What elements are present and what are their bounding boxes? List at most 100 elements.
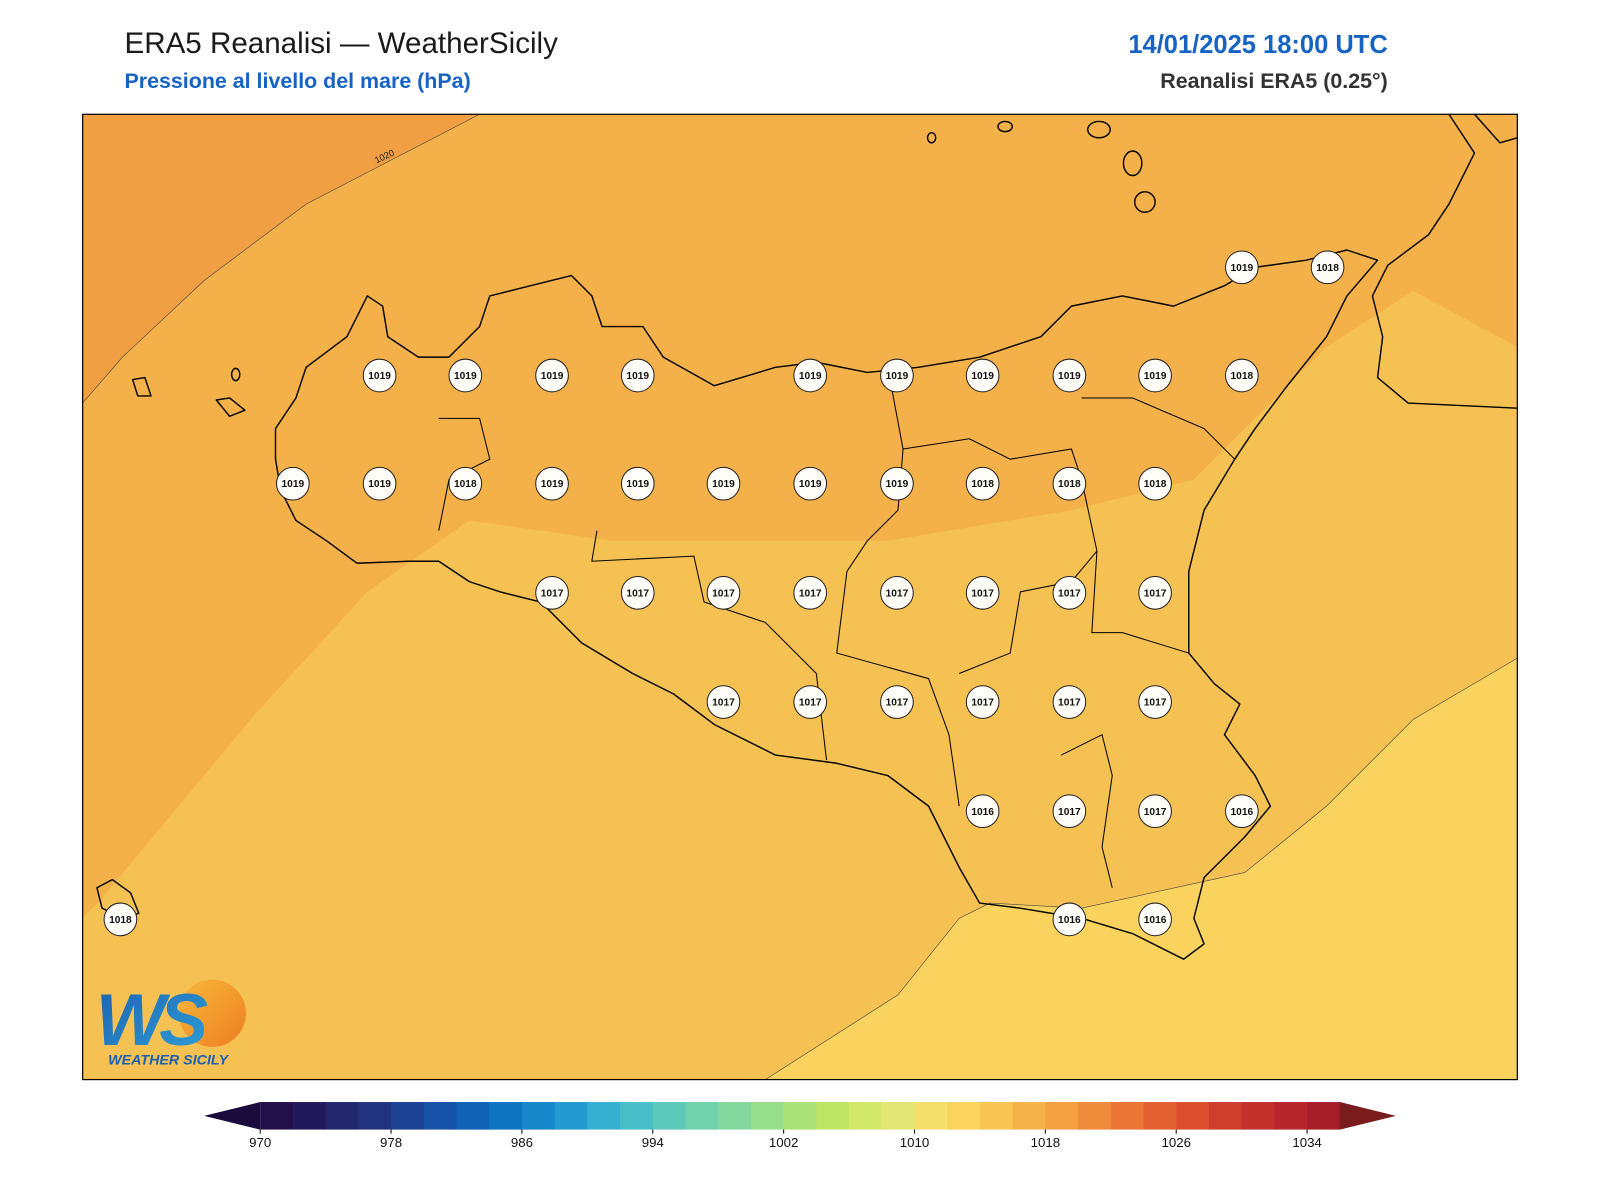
logo-mark: WS	[96, 978, 208, 1061]
station-marker	[965, 466, 1000, 501]
colorbar-swatch	[1110, 1102, 1145, 1130]
colorbar-tick-label: 1026	[1161, 1135, 1190, 1150]
colorbar-tick-label: 994	[642, 1135, 664, 1150]
station-marker	[965, 358, 1000, 393]
station-value: 1017	[1058, 698, 1081, 709]
station-value: 1017	[541, 588, 564, 599]
colorbar-tick-label: 1010	[900, 1135, 929, 1150]
station-marker	[620, 358, 655, 393]
isobar	[82, 114, 480, 404]
station-value: 1019	[971, 371, 994, 382]
subtitle: Pressione al livello del mare (hPa)	[124, 69, 470, 93]
title: ERA5 Reanalisi — WeatherSicily	[124, 27, 558, 60]
station-marker	[535, 358, 569, 393]
station-value: 1019	[1144, 371, 1167, 382]
station-value: 1018	[1231, 371, 1254, 382]
station-value: 1019	[541, 479, 564, 490]
colorbar-swatch	[325, 1102, 359, 1130]
station-marker	[1138, 902, 1172, 937]
colorbar-swatch	[816, 1102, 850, 1130]
colorbar-swatch	[489, 1102, 523, 1130]
pressure-band	[82, 114, 480, 404]
station-marker	[362, 466, 397, 501]
colorbar-swatch	[1274, 1102, 1308, 1130]
station-value: 1018	[454, 479, 477, 490]
datetime: 14/01/2025 18:00 UTC	[1128, 31, 1387, 59]
colorbar-swatch	[456, 1102, 490, 1130]
colorbar-swatch	[947, 1102, 981, 1130]
station-value: 1018	[971, 479, 994, 490]
station-value: 1018	[1058, 479, 1081, 490]
colorbar-swatch	[587, 1102, 621, 1130]
station-marker	[1225, 358, 1259, 393]
colorbar-tick-label: 1002	[769, 1135, 798, 1150]
colorbar-tick-label: 978	[380, 1135, 402, 1150]
station-marker	[535, 576, 569, 610]
station-marker	[1052, 794, 1087, 829]
colorbar-tick-label: 1018	[1031, 1135, 1060, 1150]
station-marker	[1138, 685, 1172, 719]
station-value: 1016	[971, 807, 994, 818]
station-value: 1019	[799, 479, 822, 490]
station-value: 1017	[712, 698, 735, 709]
station-marker	[880, 358, 914, 393]
station-marker	[620, 576, 655, 610]
colorbar-swatch	[914, 1102, 948, 1130]
station-value: 1017	[1058, 807, 1081, 818]
station-marker	[1052, 358, 1087, 393]
colorbar-swatch	[685, 1102, 719, 1130]
station-value: 1016	[1144, 915, 1167, 926]
station-value: 1018	[1316, 263, 1339, 274]
colorbar-swatch	[750, 1102, 785, 1130]
colorbar-tick-label: 986	[511, 1135, 533, 1150]
colorbar-swatch	[423, 1102, 458, 1130]
pressure-band	[765, 658, 1518, 1080]
station-value: 1019	[454, 371, 477, 382]
colorbar-swatch	[1307, 1102, 1341, 1130]
islands	[96, 120, 1156, 920]
colorbar-over	[1339, 1102, 1396, 1130]
colorbar-swatch	[358, 1102, 392, 1130]
station-marker	[793, 685, 828, 719]
station-marker	[1138, 576, 1172, 610]
station-marker	[880, 685, 914, 719]
station-marker	[1138, 358, 1172, 393]
station-value: 1017	[1144, 698, 1167, 709]
colorbar-swatch	[1012, 1102, 1046, 1130]
station-marker	[793, 576, 828, 610]
station-value: 1016	[1058, 915, 1081, 926]
colorbar-swatch	[1143, 1102, 1177, 1130]
station-value: 1019	[368, 479, 391, 490]
station-marker	[1052, 902, 1087, 937]
station-value: 1017	[712, 588, 735, 599]
station-value: 1017	[971, 588, 994, 599]
station-value: 1018	[109, 915, 132, 926]
pressure-band	[82, 290, 1518, 1080]
station-marker	[880, 466, 914, 501]
station-marker	[448, 466, 483, 501]
sicily-coast	[274, 249, 1379, 960]
station-value: 1017	[799, 698, 822, 709]
station-value: 1017	[799, 588, 822, 599]
colorbar-swatch	[881, 1102, 916, 1130]
station-marker	[448, 358, 483, 393]
logo: WS WEATHER SICILY	[96, 978, 246, 1068]
colorbar: 970 978 986 994 1002 1010 1018 1026 1034	[204, 1102, 1396, 1150]
colorbar-swatch	[391, 1102, 425, 1130]
station-marker	[1225, 250, 1259, 285]
colorbar-swatch	[1045, 1102, 1079, 1130]
station-value: 1017	[1144, 807, 1167, 818]
station-marker	[1052, 466, 1087, 501]
colorbar-swatch	[1078, 1102, 1112, 1130]
colorbar-under	[204, 1102, 261, 1130]
stations: 1019 1018 1019 1019 1019 1019 1019 1019 1019 1019…	[103, 250, 1345, 937]
station-marker	[103, 902, 138, 937]
station-value: 1017	[886, 698, 909, 709]
colorbar-swatch	[718, 1102, 752, 1130]
station-value: 1019	[626, 371, 649, 382]
colorbar-swatch	[1176, 1102, 1210, 1130]
colorbar-swatch	[292, 1102, 327, 1130]
station-value: 1019	[1058, 371, 1081, 382]
